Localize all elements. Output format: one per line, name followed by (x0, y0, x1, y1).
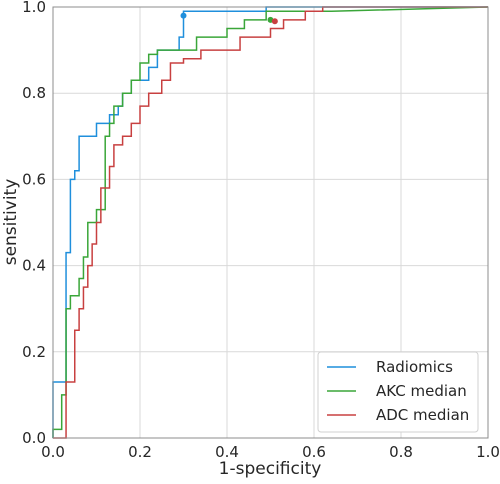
y-tick-label: 0.0 (22, 429, 46, 447)
plot-frame (52, 6, 489, 439)
y-tick-labels: 0.0 0.2 0.4 0.6 0.8 1.0 (22, 0, 46, 447)
x-tick-label: 0.0 (41, 443, 65, 461)
x-tick-label: 0.8 (389, 443, 413, 461)
series-line-adc-median (53, 6, 488, 439)
y-tick-label: 0.4 (22, 257, 46, 275)
legend-label-adc-median: ADC median (376, 406, 469, 424)
y-tick-label: 0.6 (22, 170, 46, 188)
grid (52, 6, 489, 439)
y-tick-label: 0.8 (22, 84, 46, 102)
x-tick-label: 1.0 (476, 443, 500, 461)
x-tick-labels: 0.0 0.2 0.4 0.6 0.8 1.0 (41, 443, 500, 461)
y-axis-title: sensitivity (1, 179, 21, 266)
y-tick-label: 1.0 (22, 0, 46, 16)
legend-box (317, 351, 479, 433)
legend-label-radiomics: Radiomics (376, 358, 453, 376)
x-tick-label: 0.4 (215, 443, 239, 461)
cutoff-point-radiomics (180, 12, 187, 19)
x-tick-label: 0.6 (302, 443, 326, 461)
series-line-akc-median (52, 6, 489, 438)
legend: Radiomics AKC median ADC median (317, 351, 479, 433)
series-layer (52, 6, 489, 439)
x-tick-label: 0.2 (128, 443, 152, 461)
y-tick-label: 0.2 (22, 343, 46, 361)
cutoff-point-adc-median (271, 18, 278, 25)
x-axis-title: 1-specificity (219, 459, 322, 479)
legend-label-akc-median: AKC median (376, 382, 467, 400)
